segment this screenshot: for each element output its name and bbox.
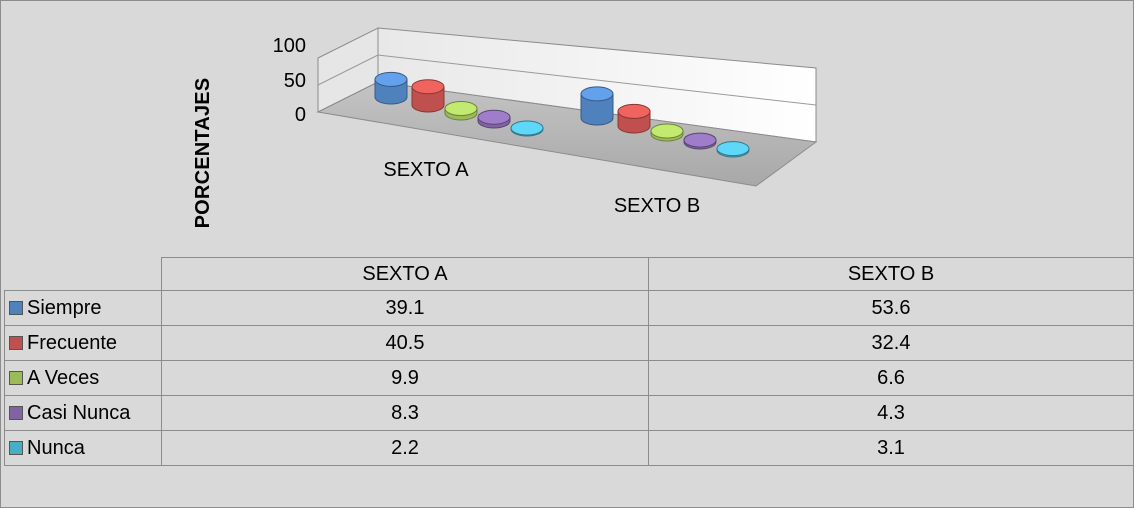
bar bbox=[683, 132, 717, 150]
data-value: 40.5 bbox=[161, 325, 649, 361]
bar bbox=[510, 120, 544, 137]
data-table: SEXTO A SEXTO B Siempre 39.1 53.6 Frecue… bbox=[4, 257, 1134, 466]
table-row: Casi Nunca 8.3 4.3 bbox=[4, 395, 1134, 431]
data-value: 9.9 bbox=[161, 360, 649, 396]
table-row: Siempre 39.1 53.6 bbox=[4, 290, 1134, 326]
series-row-header: Siempre bbox=[4, 290, 162, 326]
column-header: SEXTO B bbox=[648, 257, 1134, 291]
series-name: Nunca bbox=[27, 436, 85, 459]
bar bbox=[477, 109, 511, 129]
y-tick-label: 50 bbox=[284, 70, 306, 92]
legend-key-frecuente bbox=[9, 335, 23, 350]
data-value: 3.1 bbox=[648, 430, 1134, 466]
series-name: A Veces bbox=[27, 366, 100, 389]
gridline bbox=[377, 54, 817, 106]
bar bbox=[374, 71, 408, 105]
bar bbox=[617, 103, 651, 134]
series-name: Siempre bbox=[27, 296, 102, 319]
x-tick-label: SEXTO B bbox=[614, 195, 700, 217]
series-row-header: Nunca bbox=[4, 430, 162, 466]
series-name: Frecuente bbox=[27, 331, 118, 354]
table-corner bbox=[4, 257, 162, 291]
series-row-header: Casi Nunca bbox=[4, 395, 162, 431]
legend-key-casi-nunca bbox=[9, 405, 23, 420]
table-row: Nunca 2.2 3.1 bbox=[4, 430, 1134, 466]
legend-key-siempre bbox=[9, 300, 23, 315]
legend-key-nunca bbox=[9, 440, 23, 455]
table-header-row: SEXTO A SEXTO B bbox=[4, 257, 1134, 291]
chart-plot: 100 50 0 SEXTO A SEXTO B bbox=[273, 27, 818, 217]
data-value: 6.6 bbox=[648, 360, 1134, 396]
bar bbox=[650, 123, 684, 142]
y-tick-label: 100 bbox=[273, 35, 306, 57]
legend-key-a-veces bbox=[9, 370, 23, 385]
data-value: 32.4 bbox=[648, 325, 1134, 361]
x-tick-label: SEXTO A bbox=[383, 159, 469, 181]
series-name: Casi Nunca bbox=[27, 401, 131, 424]
data-value: 8.3 bbox=[161, 395, 649, 431]
data-value: 4.3 bbox=[648, 395, 1134, 431]
y-axis-label: PORCENTAJES bbox=[192, 77, 214, 229]
bar bbox=[716, 141, 750, 158]
data-value: 39.1 bbox=[161, 290, 649, 326]
series-row-header: Frecuente bbox=[4, 325, 162, 361]
bar bbox=[411, 79, 445, 113]
column-header: SEXTO A bbox=[161, 257, 649, 291]
gridline bbox=[317, 54, 379, 86]
bar bbox=[580, 86, 614, 126]
table-row: A Veces 9.9 6.6 bbox=[4, 360, 1134, 396]
data-value: 2.2 bbox=[161, 430, 649, 466]
table-row: Frecuente 40.5 32.4 bbox=[4, 325, 1134, 361]
data-value: 53.6 bbox=[648, 290, 1134, 326]
series-row-header: A Veces bbox=[4, 360, 162, 396]
y-tick-label: 0 bbox=[295, 104, 306, 126]
bar bbox=[444, 101, 478, 121]
